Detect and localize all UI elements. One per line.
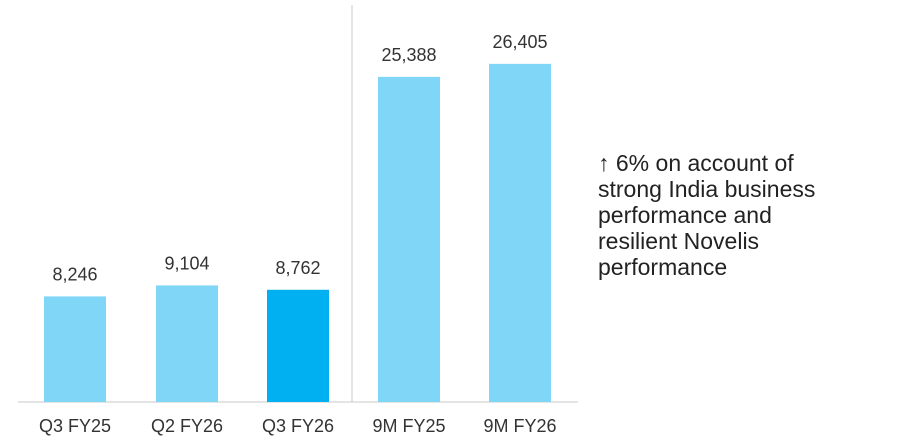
value-label: 8,246: [52, 264, 97, 284]
value-label: 9,104: [164, 253, 209, 273]
bar-9m-fy26: [489, 63, 551, 403]
annotation-line-1: ↑ 6% on account of: [598, 150, 794, 176]
bar-q3-fy26: [267, 289, 329, 402]
category-label: 9M FY25: [372, 416, 445, 436]
category-label: Q3 FY25: [39, 416, 111, 436]
bar-q3-fy25: [44, 296, 106, 402]
value-label: 25,388: [381, 45, 436, 65]
annotation-line-2: strong India business: [598, 176, 816, 202]
category-label: Q3 FY26: [262, 416, 334, 436]
annotation-line-3: performance and: [598, 202, 772, 228]
value-label: 8,762: [275, 258, 320, 278]
category-label: Q2 FY26: [151, 416, 223, 436]
bar-q2-fy26: [156, 285, 218, 402]
value-label: 26,405: [492, 32, 547, 52]
category-label: 9M FY26: [483, 416, 556, 436]
annotation-text: ↑ 6% on account of strong India business…: [598, 150, 908, 280]
bar-9m-fy25: [378, 76, 440, 402]
bar-chart: 8,246 Q3 FY25 9,104 Q2 FY26 8,762 Q3 FY26 25,3…: [18, 5, 578, 436]
annotation-line-4: resilient Novelis: [598, 228, 760, 254]
annotation-line-5: performance: [598, 254, 728, 280]
